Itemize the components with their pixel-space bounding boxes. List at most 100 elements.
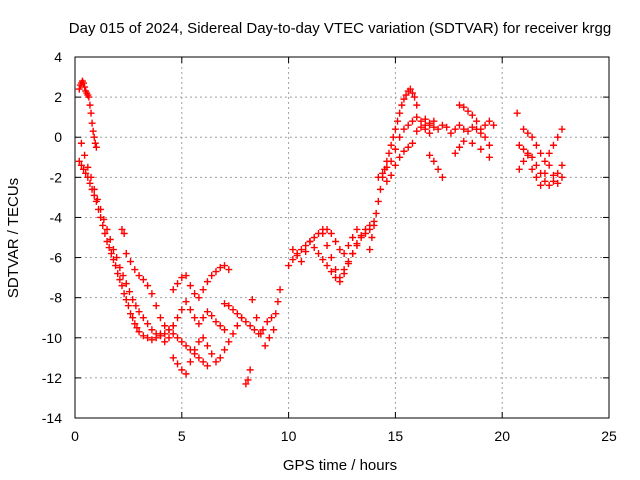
data-point (81, 83, 89, 91)
y-tick-label: -2 (50, 169, 63, 185)
data-point (473, 117, 481, 125)
data-point (426, 151, 434, 159)
data-point (485, 153, 493, 161)
plot-frame (74, 56, 610, 419)
data-point (208, 272, 216, 280)
data-point (90, 133, 98, 141)
data-point (174, 360, 182, 368)
data-point (302, 248, 310, 256)
data-point (413, 127, 421, 135)
series-arc-rise-a (366, 85, 421, 254)
data-point (144, 282, 152, 290)
data-point (451, 149, 459, 157)
data-point (549, 171, 557, 179)
data-point (75, 85, 83, 93)
y-tick-label: 4 (54, 49, 62, 65)
data-point (387, 171, 395, 179)
grid-lines (75, 57, 609, 418)
series-arc-late-b (520, 125, 566, 165)
data-point (161, 338, 169, 346)
data-point (216, 322, 224, 330)
data-point (421, 115, 429, 123)
data-point (195, 338, 203, 346)
data-point (132, 302, 140, 310)
data-point (413, 113, 421, 121)
data-point (396, 153, 404, 161)
series-arc-mid-e (242, 286, 284, 388)
data-point (383, 163, 391, 171)
x-tick-label: 5 (178, 428, 186, 444)
data-point (165, 326, 173, 334)
data-point (374, 197, 382, 205)
data-point (468, 123, 476, 131)
data-point (169, 354, 177, 362)
data-point (532, 141, 540, 149)
data-point (139, 276, 147, 284)
data-point (106, 236, 114, 244)
data-point (257, 330, 265, 338)
data-point (400, 125, 408, 133)
data-point (109, 246, 117, 254)
data-point (85, 93, 93, 101)
data-point (86, 179, 94, 187)
data-point (92, 143, 100, 151)
data-point (438, 173, 446, 181)
data-point (135, 308, 143, 316)
data-point (368, 234, 376, 241)
data-point (379, 169, 387, 177)
data-point (319, 229, 327, 237)
data-point (391, 145, 399, 153)
data-point (387, 141, 395, 149)
data-point (118, 282, 126, 290)
data-point (103, 225, 111, 233)
data-point (430, 117, 438, 125)
data-point (464, 107, 472, 115)
y-tick-label: -8 (50, 290, 63, 306)
y-tick-label: 2 (54, 89, 62, 105)
data-point (107, 250, 115, 258)
data-point (191, 346, 199, 354)
series-arc-plateau-e (451, 137, 493, 161)
data-point (148, 336, 156, 344)
data-point (203, 362, 211, 370)
data-point (434, 125, 442, 133)
data-point (116, 276, 124, 284)
data-point (77, 139, 85, 147)
data-point (119, 272, 127, 280)
data-point (481, 121, 489, 129)
data-point (554, 169, 562, 177)
data-point (549, 177, 557, 185)
data-point (263, 318, 271, 326)
data-point (238, 314, 246, 322)
data-point (186, 306, 194, 314)
data-point (276, 286, 284, 294)
chart-title: Day 015 of 2024, Sidereal Day-to-day VTE… (69, 20, 611, 37)
data-point (174, 334, 182, 342)
data-point (246, 322, 254, 330)
data-point (396, 109, 404, 117)
x-tick-label: 15 (388, 428, 404, 444)
data-point (246, 366, 254, 374)
data-point (417, 123, 425, 131)
data-point (161, 330, 169, 338)
data-point (327, 229, 335, 237)
data-point (451, 125, 459, 133)
data-point (182, 370, 190, 378)
y-tick-label: -4 (50, 209, 63, 225)
data-point (169, 322, 177, 330)
data-point (229, 306, 237, 314)
data-point (421, 125, 429, 133)
data-point (434, 165, 442, 173)
data-point (383, 177, 391, 185)
data-point (515, 165, 523, 173)
data-point (169, 330, 177, 338)
data-point (272, 310, 280, 318)
data-point (199, 334, 207, 342)
data-point (89, 127, 97, 135)
data-point (293, 252, 301, 260)
data-point (216, 264, 224, 272)
data-point (289, 246, 297, 254)
data-point (186, 358, 194, 366)
data-point (408, 139, 416, 147)
